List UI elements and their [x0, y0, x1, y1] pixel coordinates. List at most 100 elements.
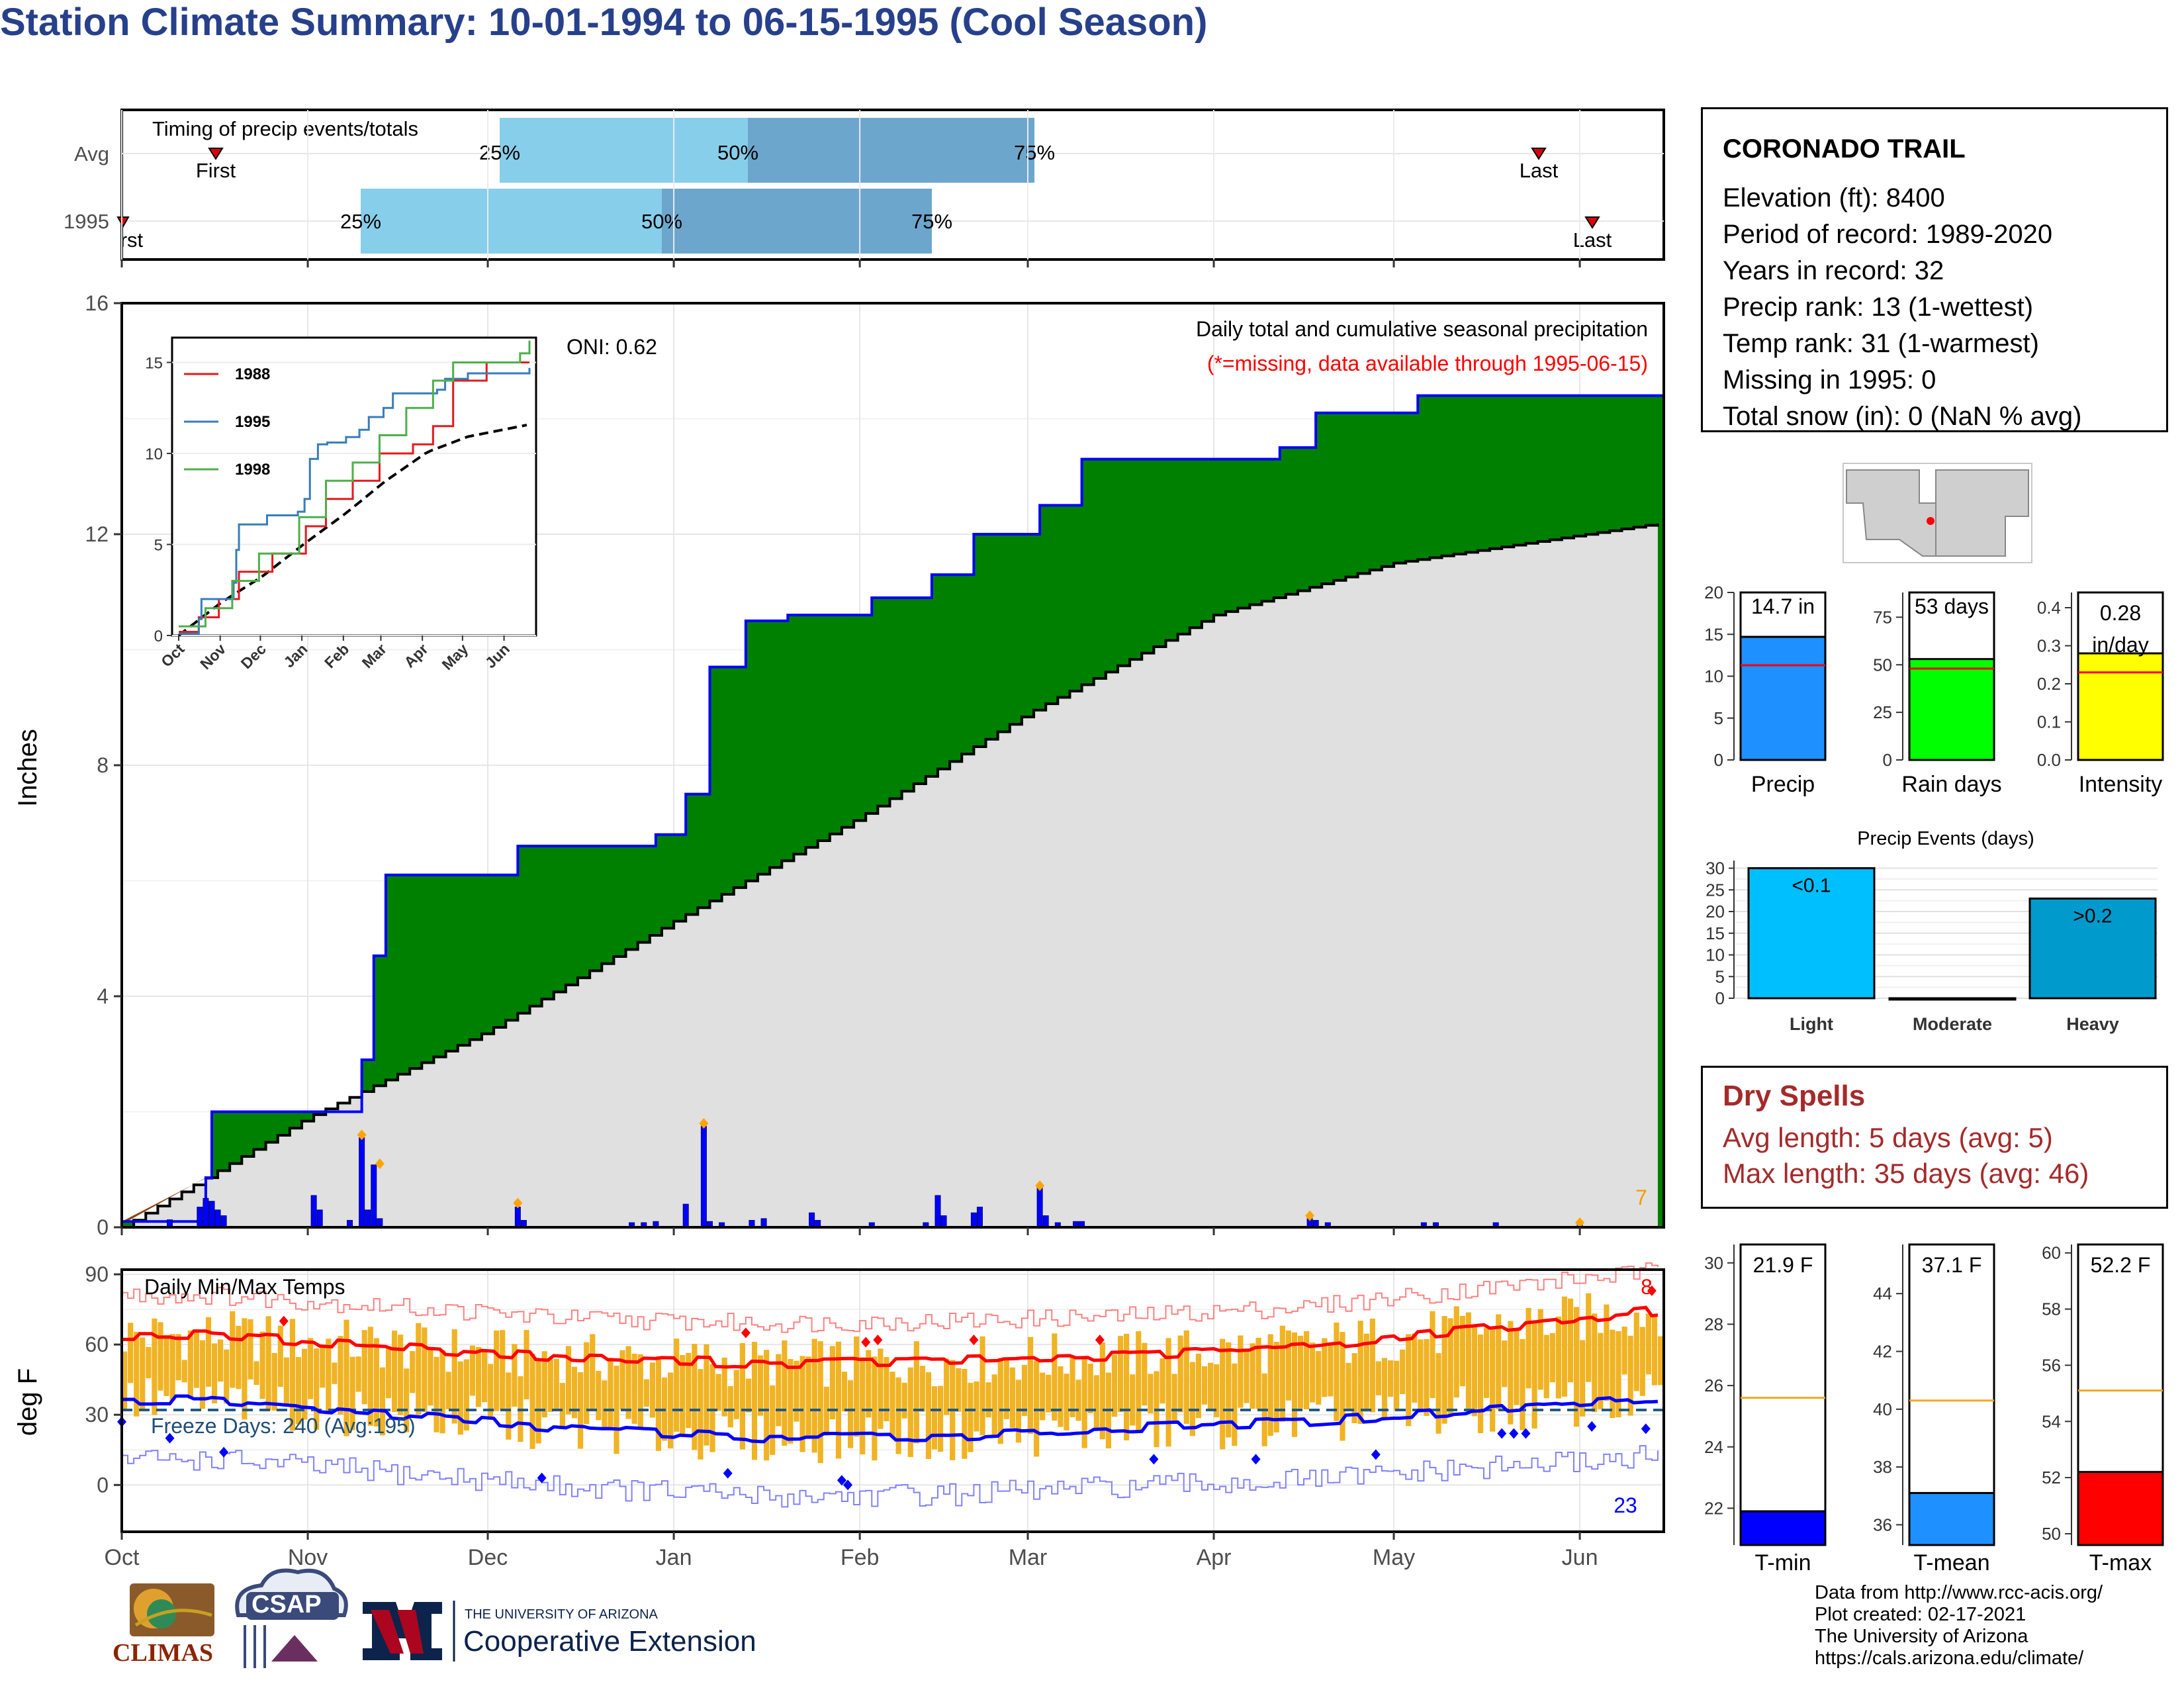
temp-summary-ytick-label: 30 — [1704, 1253, 1723, 1273]
daily-temp-bar — [608, 1358, 614, 1430]
yr-25-label: 25% — [340, 210, 381, 233]
daily-temp-bar — [457, 1361, 463, 1435]
daily-temp-bar — [1508, 1321, 1514, 1425]
daily-temp-bar — [163, 1335, 169, 1396]
daily-temp-bar — [1273, 1342, 1279, 1432]
daily-temp-bar — [1549, 1333, 1555, 1383]
daily-temp-bar — [1387, 1360, 1394, 1397]
station-elevation: Elevation (ft): 8400 — [1723, 183, 1945, 212]
daily-temp-bar — [751, 1342, 758, 1460]
daily-temp-bar — [817, 1341, 823, 1464]
footer-created: Plot created: 02-17-2021 — [1815, 1604, 2026, 1625]
daily-temp-bar — [1316, 1350, 1322, 1405]
daily-temp-bar — [925, 1372, 932, 1459]
record-high-marker — [861, 1336, 871, 1348]
daily-precip-bar — [371, 1164, 377, 1228]
precip-panel: Daily total and cumulative seasonal prec… — [13, 291, 1665, 1239]
daily-temp-bar — [1027, 1336, 1034, 1434]
yr-last-marker — [1584, 216, 1600, 229]
daily-temp-bar — [506, 1372, 512, 1440]
page-title: Station Climate Summary: 10-01-1994 to 0… — [0, 1, 1208, 44]
daily-temp-bar — [277, 1325, 283, 1387]
daily-temp-bar — [1009, 1367, 1015, 1428]
daily-temp-bar — [259, 1331, 265, 1399]
daily-temp-bar — [1220, 1338, 1226, 1450]
daily-temp-bar — [835, 1341, 842, 1459]
daily-temp-bar — [1099, 1342, 1105, 1440]
daily-temp-bar — [1580, 1340, 1586, 1417]
daily-temp-bar — [361, 1330, 367, 1405]
daily-temp-bar — [1351, 1353, 1357, 1423]
record-low-marker — [843, 1479, 853, 1491]
summary-value-label: 53 days — [1915, 594, 1989, 618]
daily-temp-bar — [481, 1351, 488, 1403]
daily-temp-bar — [1285, 1331, 1291, 1401]
daily-temp-bar — [1195, 1353, 1201, 1419]
daily-temp-bar — [1430, 1311, 1435, 1398]
daily-temp-bar — [428, 1350, 433, 1406]
precip-ytick-label: 12 — [85, 522, 109, 546]
summary-bar-1 — [1908, 658, 1995, 761]
record-low-marker — [537, 1472, 547, 1483]
temp-summary-ytick-label: 58 — [2042, 1299, 2061, 1319]
month-label: Feb — [841, 1545, 880, 1570]
cumulative-precip-line — [122, 378, 1665, 1223]
daily-temp-bar — [1465, 1312, 1471, 1409]
precip-ytick-label: 4 — [97, 984, 109, 1008]
temp-summary-ytick-label: 22 — [1704, 1498, 1723, 1518]
daily-temp-bar — [1040, 1372, 1046, 1421]
avg-25-50-bar — [500, 118, 748, 183]
station-location-marker — [1927, 517, 1934, 525]
daily-temp-bar — [770, 1385, 776, 1455]
daily-precip-bar — [214, 1209, 221, 1228]
daily-temp-bar — [301, 1348, 308, 1420]
daily-temp-bar — [1034, 1360, 1040, 1457]
daily-temp-bar — [355, 1356, 361, 1392]
daily-temp-bar — [919, 1366, 925, 1412]
daily-temp-bar — [1441, 1315, 1447, 1424]
summary-bar-label: Precip — [1751, 772, 1815, 797]
month-label: Nov — [288, 1545, 328, 1570]
temp-summary-ytick-label: 60 — [2042, 1243, 2061, 1263]
avg-cumulative-line — [122, 523, 1659, 1229]
daily-temp-bar — [1003, 1360, 1009, 1419]
temp-summary-value-label: 52.2 F — [2091, 1253, 2151, 1277]
record-low-marker — [1587, 1421, 1597, 1432]
daily-temp-bar — [1117, 1336, 1124, 1413]
daily-temp-bar — [823, 1386, 829, 1436]
temp-ytick-label: 30 — [85, 1403, 109, 1427]
precip-ytick-label: 0 — [97, 1215, 109, 1239]
hot-count: 8 — [1641, 1275, 1653, 1299]
temp-y-label: deg F — [13, 1368, 42, 1436]
events-ytick-label: 20 — [1706, 902, 1725, 921]
daily-temp-bar — [829, 1346, 835, 1420]
daily-precip-bar — [208, 1201, 215, 1228]
summary-ytick-label: 0.3 — [2037, 636, 2061, 656]
daily-temp-bar — [721, 1357, 727, 1417]
daily-precip-bar — [682, 1203, 689, 1228]
daily-temp-bar — [841, 1372, 848, 1412]
daily-temp-bar — [889, 1372, 895, 1437]
daily-temp-bar — [205, 1317, 212, 1387]
daily-temp-bar — [709, 1364, 715, 1452]
daily-temp-bar — [211, 1343, 218, 1403]
precip-events-title: Precip Events (days) — [1857, 828, 2034, 849]
footer-source: Data from http://www.rcc-acis.org/ — [1815, 1582, 2103, 1603]
daily-temp-bar — [584, 1342, 590, 1425]
daily-temp-bar — [152, 1318, 158, 1415]
footer-university: The University of Arizona — [1815, 1626, 2028, 1647]
events-category-label: Light — [1790, 1014, 1833, 1034]
daily-precip-bar — [197, 1206, 203, 1228]
inset-ytick-label: 5 — [154, 537, 163, 555]
daily-temp-bar — [799, 1356, 805, 1452]
yr-first-label: First — [103, 228, 144, 252]
station-temp-rank: Temp rank: 31 (1-warmest) — [1723, 329, 2039, 358]
daily-temp-bar — [1165, 1338, 1171, 1447]
daily-precip-bar — [310, 1195, 317, 1228]
dry-spells-avg: Avg length: 5 days (avg: 5) — [1723, 1122, 2053, 1153]
daily-temp-bar — [727, 1385, 733, 1428]
inset-legend-label: 1995 — [235, 413, 270, 431]
daily-temp-bar — [937, 1385, 944, 1452]
summary-value-unit: in/day — [2092, 633, 2148, 657]
